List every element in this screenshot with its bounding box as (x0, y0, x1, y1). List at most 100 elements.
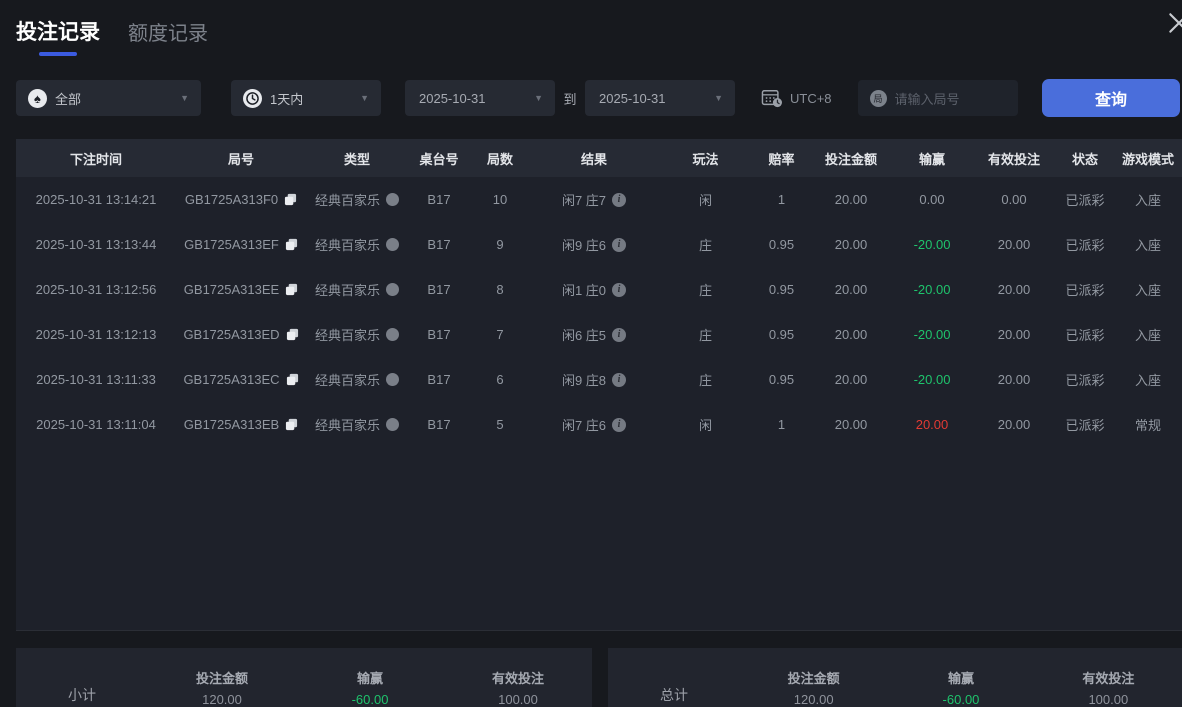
header-play: 玩法 (692, 151, 719, 167)
subtotal-win-loss: 输赢 -60.00 (296, 648, 444, 707)
total-win-loss-label: 输赢 (947, 671, 974, 686)
game-icon (386, 193, 399, 206)
filter-bar: ♠ 全部 ▼ 1天内 ▼ 2025-10-31 ▼ 到 2025-10-31 ▼… (16, 79, 1180, 117)
copy-icon[interactable] (286, 373, 299, 386)
copy-icon[interactable] (285, 418, 298, 431)
date-from-value: 2025-10-31 (419, 90, 486, 106)
header-round-id: 局号 (227, 151, 254, 167)
info-icon[interactable]: i (612, 192, 627, 207)
cell-result: 闲7 庄6 i (530, 415, 658, 434)
game-icon (386, 238, 399, 251)
header-odds: 赔率 (768, 151, 795, 167)
cell-status: 已派彩 (1065, 373, 1105, 388)
copy-icon[interactable] (284, 193, 297, 206)
tab-quota-records[interactable]: 额度记录 (128, 17, 208, 58)
game-icon (386, 373, 399, 386)
header-result: 结果 (580, 151, 607, 167)
tab-bet-records[interactable]: 投注记录 (16, 16, 100, 58)
result-text: 闲7 庄7 (561, 193, 607, 208)
chevron-down-icon: ▼ (714, 93, 723, 103)
copy-icon[interactable] (286, 328, 299, 341)
tab-bar: 投注记录 额度记录 (0, 0, 1182, 58)
result-text: 闲6 庄5 (561, 328, 607, 343)
time-range-select[interactable]: 1天内 ▼ (231, 80, 381, 116)
cell-table-no: B17 (427, 237, 451, 252)
total-valid-bet: 有效投注 100.00 (1035, 648, 1182, 707)
game-type-text: 经典百家乐 (314, 328, 380, 343)
date-from-picker[interactable]: 2025-10-31 ▼ (405, 80, 555, 116)
cell-bet-time: 2025-10-31 13:13:44 (35, 237, 157, 252)
round-id-text: GB1725A313F0 (184, 192, 279, 207)
chevron-down-icon: ▼ (534, 93, 543, 103)
table-header: 下注时间 局号 类型 桌台号 局数 结果 玩法 赔率 投注金额 输赢 有效投注 … (16, 139, 1182, 177)
cell-table-no: B17 (427, 192, 451, 207)
cell-round-no: 5 (496, 417, 504, 432)
close-icon[interactable] (1166, 10, 1182, 36)
summary-area: 小计 投注金额 120.00 输赢 -60.00 有效投注 100.00 总计 … (0, 648, 1182, 707)
cell-result: 闲7 庄7 i (530, 190, 658, 209)
game-type-text: 经典百家乐 (314, 373, 380, 388)
info-icon[interactable]: i (612, 327, 627, 342)
cell-valid-bet: 20.00 (997, 372, 1031, 387)
cell-round-id: GB1725A313EC (176, 372, 306, 387)
cell-game-mode: 入座 (1134, 193, 1161, 208)
chevron-down-icon: ▼ (180, 93, 189, 103)
header-valid-bet: 有效投注 (987, 151, 1040, 167)
cell-game-type: 经典百家乐 (306, 370, 408, 389)
date-to-value: 2025-10-31 (599, 90, 666, 106)
round-id-text: GB1725A313EE (183, 282, 280, 297)
info-icon[interactable]: i (612, 417, 627, 432)
cell-status: 已派彩 (1065, 328, 1105, 343)
cell-round-no: 8 (496, 282, 504, 297)
header-status: 状态 (1071, 151, 1098, 167)
cell-bet-amount: 20.00 (834, 282, 868, 297)
subtotal-valid-bet: 有效投注 100.00 (444, 648, 592, 707)
info-icon[interactable]: i (612, 282, 627, 297)
round-id-text: GB1725A313EB (183, 417, 280, 432)
cell-win-loss: -20.00 (913, 282, 951, 297)
header-bet-time: 下注时间 (69, 151, 122, 167)
date-to-picker[interactable]: 2025-10-31 ▼ (585, 80, 735, 116)
cell-play: 庄 (698, 238, 712, 253)
info-icon[interactable]: i (612, 372, 627, 387)
clock-icon (243, 88, 262, 108)
round-id-text: GB1725A313ED (183, 327, 280, 342)
round-id-text: GB1725A313EC (183, 372, 280, 387)
result-text: 闲7 庄6 (561, 418, 607, 433)
cell-round-id: GB1725A313EE (176, 282, 306, 297)
cell-play: 闲 (698, 193, 712, 208)
search-button[interactable]: 查询 (1042, 79, 1180, 117)
game-type-select-value: 全部 (55, 91, 82, 107)
cell-result: 闲1 庄0 i (530, 280, 658, 299)
spade-icon: ♠ (28, 88, 47, 108)
cell-bet-amount: 20.00 (834, 417, 868, 432)
copy-icon[interactable] (285, 238, 298, 251)
round-id-input[interactable]: 局 请输入局号 (857, 80, 1018, 116)
cell-bet-time: 2025-10-31 13:14:21 (35, 192, 157, 207)
subtotal-bet-amount-label: 投注金额 (195, 671, 248, 686)
header-win-loss: 输赢 (918, 151, 945, 167)
header-table-no: 桌台号 (419, 151, 459, 167)
cell-result: 闲6 庄5 i (530, 325, 658, 344)
total-valid-bet-label: 有效投注 (1082, 671, 1135, 686)
cell-bet-time: 2025-10-31 13:11:04 (36, 417, 156, 432)
chevron-down-icon: ▼ (360, 93, 369, 103)
subtotal-win-loss-value: -60.00 (351, 692, 389, 707)
game-type-text: 经典百家乐 (314, 238, 380, 253)
result-text: 闲9 庄8 (561, 373, 607, 388)
header-bet-amount: 投注金额 (824, 151, 877, 167)
cell-status: 已派彩 (1065, 283, 1105, 298)
cell-game-type: 经典百家乐 (306, 280, 408, 299)
copy-icon[interactable] (285, 283, 298, 296)
cell-play: 闲 (698, 418, 712, 433)
cell-win-loss: -20.00 (913, 372, 951, 387)
game-type-select[interactable]: ♠ 全部 ▼ (16, 80, 201, 116)
info-icon[interactable]: i (612, 237, 627, 252)
calendar-clock-icon (761, 90, 782, 108)
cell-round-no: 9 (496, 237, 504, 252)
cell-valid-bet: 20.00 (997, 417, 1031, 432)
cell-round-id: GB1725A313F0 (176, 192, 306, 207)
timezone-group: UTC+8 (761, 88, 832, 108)
cell-round-id: GB1725A313EF (176, 237, 306, 252)
cell-play: 庄 (698, 373, 712, 388)
